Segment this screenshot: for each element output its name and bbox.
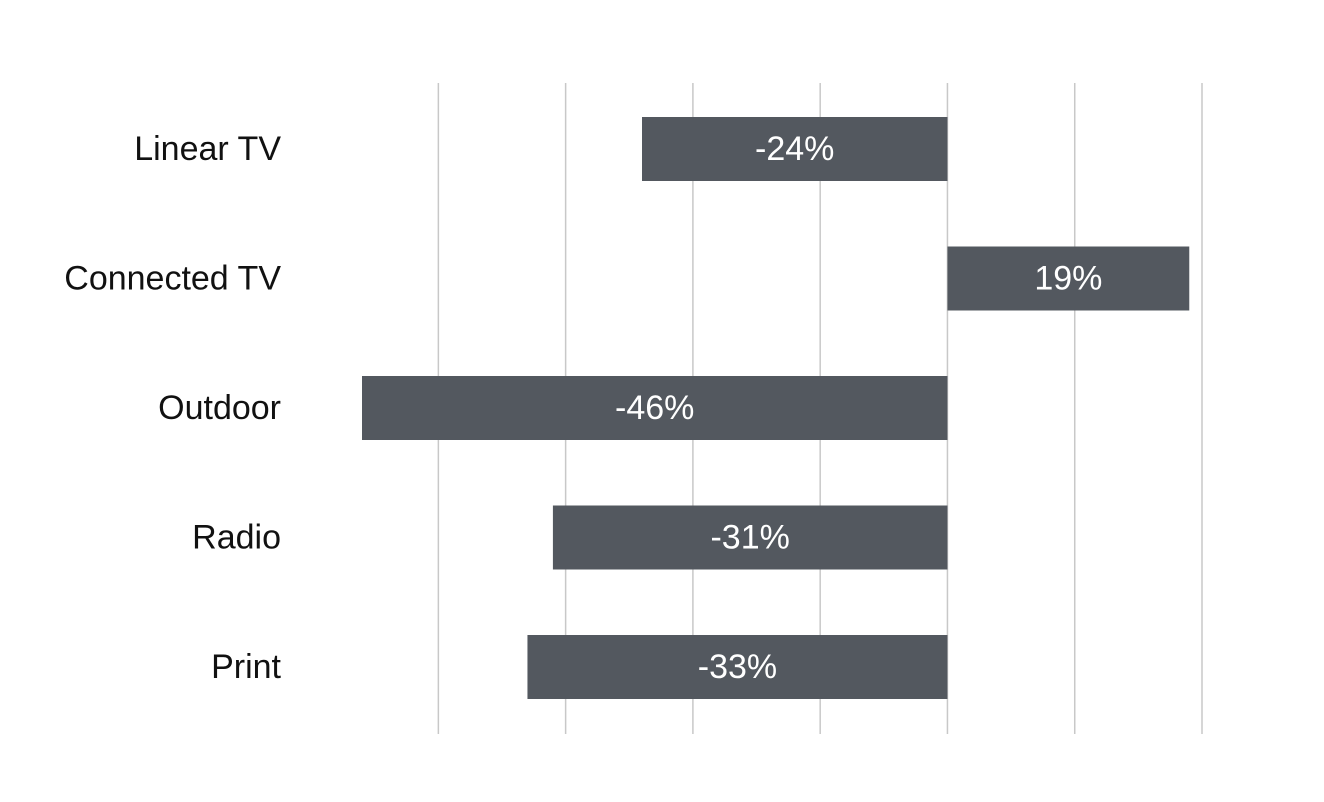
bar: [642, 117, 948, 181]
data-label: -33%: [698, 648, 777, 686]
category-label: Radio: [192, 519, 281, 557]
data-label: -24%: [755, 130, 834, 168]
category-label: Connected TV: [64, 260, 281, 298]
category-label: Print: [211, 648, 281, 686]
labels: Linear TV -24% Connected TV 19% Outdoor -46% R…: [64, 130, 1102, 686]
bar: [552, 505, 948, 570]
bar: [362, 376, 948, 440]
data-label: 19%: [1034, 260, 1102, 298]
data-label: -46%: [615, 389, 694, 427]
data-label: -31%: [710, 519, 789, 557]
bars: [362, 117, 1190, 699]
category-label: Outdoor: [158, 389, 281, 427]
bar: [527, 635, 948, 699]
bar: [947, 246, 1190, 311]
category-label: Linear TV: [134, 130, 281, 168]
